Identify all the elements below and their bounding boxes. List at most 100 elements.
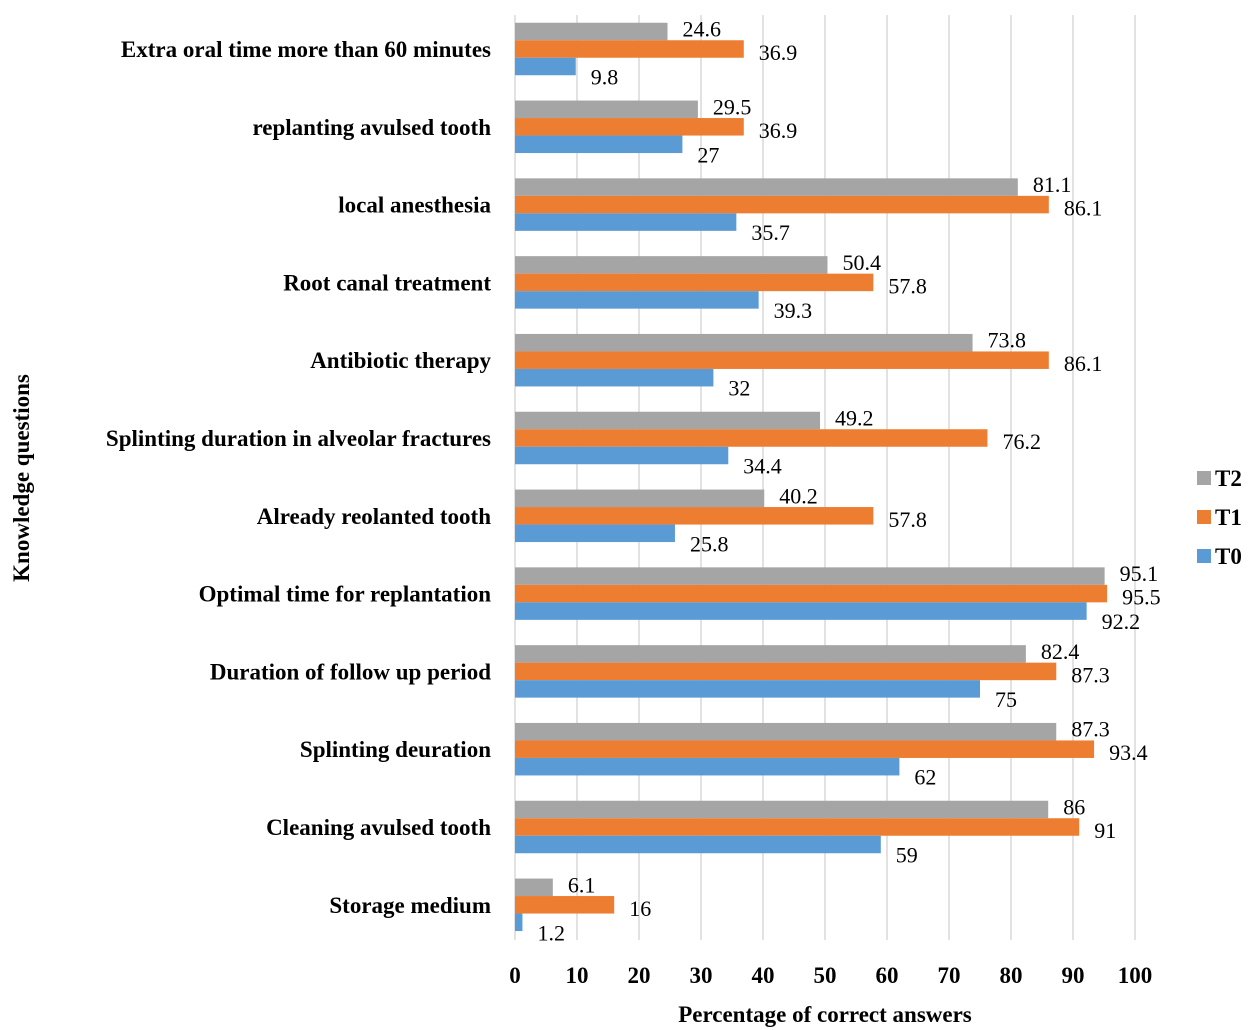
bar-t2	[515, 178, 1018, 196]
y-axis-title: Knowledge questions	[9, 374, 34, 582]
data-label-t1: 91	[1094, 818, 1116, 843]
category-label: Root canal treatment	[283, 270, 491, 295]
data-label-t1: 57.8	[888, 507, 927, 532]
data-label-t2: 82.4	[1041, 639, 1080, 664]
data-label-t0: 1.2	[537, 920, 565, 945]
bars	[515, 22, 1108, 932]
data-label-t0: 9.8	[591, 65, 619, 90]
legend: T2 T1 T0	[1197, 466, 1242, 569]
bar-t0	[515, 446, 729, 465]
category-label: Duration of follow up period	[210, 659, 491, 684]
data-label-t2: 86	[1063, 795, 1085, 820]
gridlines	[514, 15, 1136, 940]
bar-t2	[515, 22, 668, 41]
data-label-t0: 27	[697, 142, 719, 167]
bar-t2	[515, 256, 828, 274]
legend-label-t0: T0	[1215, 544, 1242, 569]
data-label-t0: 62	[914, 765, 936, 790]
data-label-t1: 16	[629, 896, 651, 921]
x-tick-label: 20	[628, 963, 651, 988]
data-label-t1: 86.1	[1064, 351, 1103, 376]
x-tick-label: 10	[566, 963, 589, 988]
bar-t1	[515, 40, 744, 58]
bar-t1	[515, 273, 874, 292]
bar-t0	[515, 291, 759, 309]
bar-t0	[515, 835, 881, 854]
x-tick-label: 100	[1118, 963, 1153, 988]
data-label-t1: 76.2	[1002, 429, 1040, 454]
data-label-t0: 34.4	[743, 454, 782, 479]
data-label-t1: 36.9	[759, 40, 798, 65]
x-tick-label: 50	[814, 963, 837, 988]
x-axis-title: Percentage of correct answers	[678, 1002, 972, 1027]
data-label-t2: 95.1	[1120, 561, 1159, 586]
data-label-t2: 87.3	[1071, 717, 1110, 742]
bar-t1	[515, 195, 1049, 214]
bar-t2	[515, 722, 1057, 741]
data-label-t2: 24.6	[683, 17, 722, 42]
x-tick-label: 30	[690, 963, 713, 988]
bar-t0	[515, 680, 980, 698]
data-label-t1: 87.3	[1071, 662, 1110, 687]
data-label-t2: 29.5	[713, 94, 752, 119]
bar-t1	[515, 896, 615, 914]
x-tick-labels: 0 10 20 30 40 50 60 70 80 90 100	[509, 963, 1152, 988]
legend-label-t2: T2	[1215, 466, 1242, 491]
data-label-t1: 36.9	[759, 118, 798, 143]
bar-t1	[515, 740, 1095, 758]
bar-t0	[515, 213, 737, 231]
bar-t1	[515, 584, 1108, 603]
data-label-t1: 86.1	[1064, 196, 1103, 221]
data-labels: 24.636.99.829.536.92781.186.135.750.457.…	[537, 17, 1160, 946]
category-label: Storage medium	[329, 893, 491, 918]
x-tick-label: 80	[1000, 963, 1023, 988]
legend-label-t1: T1	[1215, 505, 1242, 530]
bar-t2	[515, 567, 1105, 585]
bar-t2	[515, 489, 765, 508]
category-label: Splinting duration in alveolar fractures	[106, 426, 491, 451]
bar-t1	[515, 662, 1057, 681]
x-tick-label: 60	[876, 963, 899, 988]
bar-t0	[515, 368, 714, 387]
bar-t2	[515, 645, 1026, 663]
bar-t0	[515, 913, 523, 932]
bar-t2	[515, 878, 553, 897]
category-label: Optimal time for replantation	[199, 582, 492, 607]
category-label: Cleaning avulsed tooth	[266, 815, 491, 840]
data-label-t0: 25.8	[690, 531, 729, 556]
data-label-t2: 50.4	[842, 250, 881, 275]
bar-t0	[515, 135, 683, 154]
bar-t1	[515, 351, 1049, 369]
bar-t1	[515, 118, 744, 136]
category-labels: Extra oral time more than 60 minutes repl…	[106, 37, 492, 918]
bar-t2	[515, 411, 821, 430]
legend-swatch-t0	[1197, 549, 1211, 563]
data-label-t2: 6.1	[568, 872, 596, 897]
bar-t1	[515, 507, 874, 525]
data-label-t2: 73.8	[988, 328, 1027, 353]
category-label: Splinting deuration	[300, 737, 491, 762]
x-tick-label: 70	[938, 963, 961, 988]
data-label-t0: 92.2	[1102, 609, 1141, 634]
x-tick-label: 0	[509, 963, 521, 988]
bar-t0	[515, 602, 1087, 620]
bar-t1	[515, 429, 988, 447]
bar-t2	[515, 333, 973, 352]
bar-t1	[515, 818, 1080, 836]
data-label-t2: 49.2	[835, 406, 874, 431]
bar-t0	[515, 524, 675, 543]
category-label: replanting avulsed tooth	[252, 115, 491, 140]
category-label: Antibiotic therapy	[310, 348, 491, 373]
bar-t2	[515, 800, 1049, 819]
data-label-t0: 39.3	[774, 298, 813, 323]
bar-t0	[515, 57, 576, 76]
data-label-t1: 93.4	[1109, 740, 1148, 765]
data-label-t0: 35.7	[751, 220, 790, 245]
data-label-t0: 32	[728, 376, 750, 401]
legend-swatch-t1	[1197, 510, 1211, 524]
data-label-t2: 40.2	[779, 483, 818, 508]
x-tick-label: 90	[1062, 963, 1085, 988]
bar-t2	[515, 100, 698, 119]
category-label: Already reolanted tooth	[257, 504, 491, 529]
